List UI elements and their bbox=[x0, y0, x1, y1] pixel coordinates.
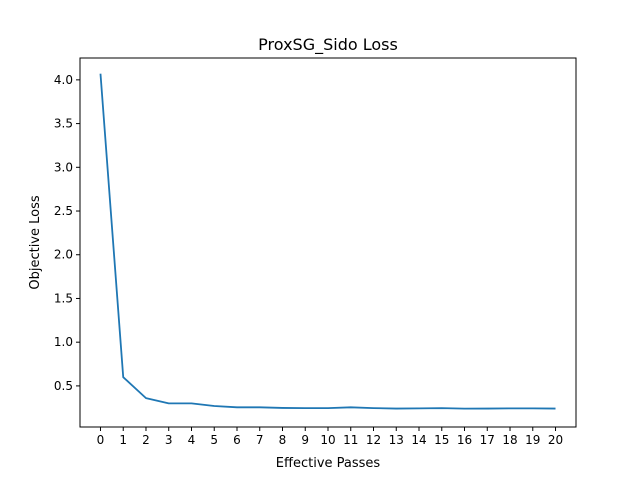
x-tick-label: 19 bbox=[525, 433, 540, 447]
y-tick-label: 0.5 bbox=[54, 379, 73, 393]
x-tick-label: 12 bbox=[366, 433, 381, 447]
x-tick-label: 16 bbox=[457, 433, 472, 447]
x-tick-label: 3 bbox=[165, 433, 173, 447]
x-tick-label: 13 bbox=[389, 433, 404, 447]
x-tick-label: 6 bbox=[233, 433, 241, 447]
x-tick-label: 1 bbox=[119, 433, 127, 447]
y-tick-label: 3.5 bbox=[54, 117, 73, 131]
x-tick-label: 8 bbox=[279, 433, 287, 447]
x-tick-label: 18 bbox=[502, 433, 517, 447]
x-tick-label: 14 bbox=[411, 433, 426, 447]
y-tick-label: 2.0 bbox=[54, 248, 73, 262]
x-tick-label: 2 bbox=[142, 433, 150, 447]
x-tick-label: 4 bbox=[188, 433, 196, 447]
x-tick-label: 0 bbox=[97, 433, 105, 447]
plot-frame bbox=[79, 57, 577, 428]
x-tick-label: 15 bbox=[434, 433, 449, 447]
y-tick-label: 2.5 bbox=[54, 204, 73, 218]
x-tick-label: 9 bbox=[301, 433, 309, 447]
series-line bbox=[99, 73, 556, 410]
y-axis-label: Objective Loss bbox=[28, 195, 43, 290]
y-tick-label: 1.0 bbox=[54, 335, 73, 349]
y-tick-label: 4.0 bbox=[54, 73, 73, 87]
x-tick-label: 10 bbox=[320, 433, 335, 447]
y-tick-label: 1.5 bbox=[54, 291, 73, 305]
x-axis-label: Effective Passes bbox=[276, 456, 381, 471]
x-tick-label: 7 bbox=[256, 433, 264, 447]
plot-area: 0 1 2 3 4 5 6 7 8 9 10 11 12 13 14 15 16 17 18 19 200.51.01.… bbox=[54, 73, 563, 447]
x-tick-label: 11 bbox=[343, 433, 358, 447]
x-tick-label: 5 bbox=[210, 433, 218, 447]
y-tick-label: 3.0 bbox=[54, 160, 73, 174]
chart-title: ProxSG_Sido Loss bbox=[258, 35, 398, 55]
x-tick-label: 17 bbox=[480, 433, 495, 447]
x-tick-label: 20 bbox=[548, 433, 563, 447]
